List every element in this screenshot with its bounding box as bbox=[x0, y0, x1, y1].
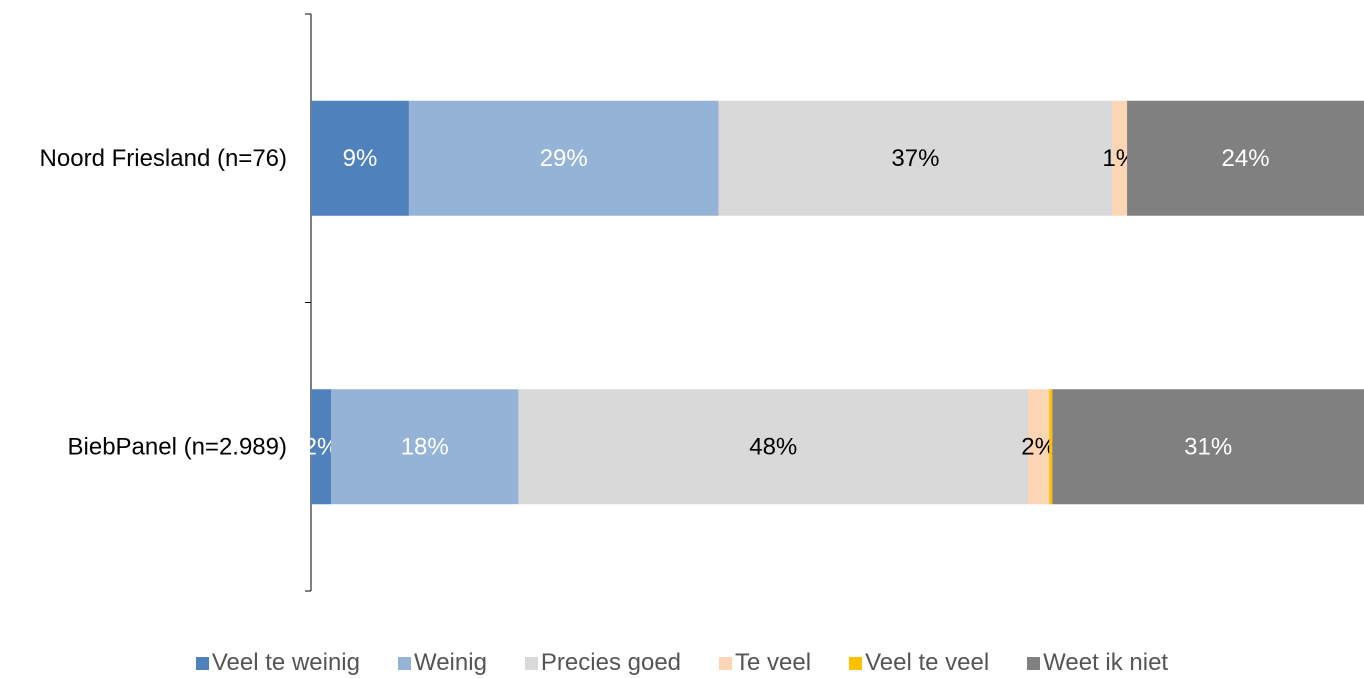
bar-segment bbox=[408, 100, 719, 216]
legend-item: Weinig bbox=[397, 649, 487, 677]
data-label: 9% bbox=[343, 145, 378, 172]
legend-item: Te veel bbox=[719, 649, 811, 677]
legend-swatch bbox=[849, 656, 863, 670]
legend-item: Precies goed bbox=[524, 649, 682, 677]
legend-label: Precies goed bbox=[540, 649, 682, 676]
legend-swatch bbox=[397, 656, 411, 670]
legend-item: Weet ik niet bbox=[1027, 649, 1168, 677]
chart-legend: Veel te weinig Weinig Precies goed Te veel V… bbox=[0, 648, 1364, 678]
legend-item: Veel te weinig bbox=[195, 649, 360, 677]
data-label: 29% bbox=[540, 145, 588, 172]
legend-label: Weinig bbox=[413, 649, 487, 676]
bar-segment bbox=[1127, 100, 1364, 216]
data-label: 31% bbox=[1184, 433, 1232, 460]
bar-segment bbox=[1112, 100, 1128, 216]
legend-swatch bbox=[195, 656, 209, 670]
bar-segment bbox=[518, 389, 1029, 505]
data-label: 24% bbox=[1222, 145, 1270, 172]
bar-segment bbox=[311, 100, 409, 216]
category-label: Noord Friesland (n=76) bbox=[40, 145, 287, 172]
data-label: 48% bbox=[749, 433, 797, 460]
legend-swatch bbox=[719, 656, 733, 670]
bar-segment bbox=[1049, 389, 1053, 505]
legend-label: Veel te veel bbox=[865, 649, 990, 676]
bar-segment bbox=[331, 389, 519, 505]
bar-segment bbox=[1052, 389, 1364, 505]
category-label: BiebPanel (n=2.989) bbox=[68, 433, 288, 460]
legend-item: Veel te veel bbox=[849, 649, 989, 677]
bar-segment bbox=[1028, 389, 1050, 505]
legend-label: Te veel bbox=[735, 649, 812, 676]
data-label: 37% bbox=[891, 145, 939, 172]
bar-segment bbox=[311, 389, 332, 505]
legend-swatch bbox=[524, 656, 538, 670]
data-label: 18% bbox=[401, 433, 449, 460]
legend-label: Weet ik niet bbox=[1043, 649, 1169, 676]
legend-swatch bbox=[1027, 656, 1041, 670]
bar-segment bbox=[718, 100, 1113, 216]
legend-label: Veel te weinig bbox=[211, 649, 360, 676]
